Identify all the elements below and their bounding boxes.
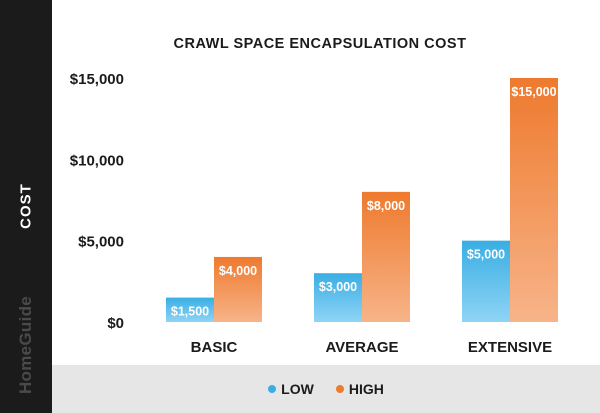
x-tick-label: AVERAGE [325, 339, 398, 356]
legend-item-low: LOW [268, 381, 314, 397]
legend-high-swatch [335, 385, 344, 393]
legend-low-label: LOW [281, 381, 314, 397]
legend-low-swatch [268, 385, 277, 393]
data-label: $5,000 [467, 248, 505, 262]
bar-chart: CRAWL SPACE ENCAPSULATION COST $0 $5,000 $1… [70, 36, 558, 356]
y-tick-label: $15,000 [70, 71, 124, 88]
data-label: $15,000 [511, 85, 556, 99]
bar-high-extensive [510, 78, 558, 322]
chart-title: CRAWL SPACE ENCAPSULATION COST [174, 36, 467, 52]
legend-strip: LOW HIGH [52, 365, 600, 413]
bar-low-extensive [462, 240, 510, 322]
legend: LOW HIGH [52, 365, 600, 413]
legend-high-label: HIGH [348, 381, 384, 397]
data-label: $1,500 [171, 305, 209, 319]
bar-low-average [314, 273, 362, 322]
x-tick-label: EXTENSIVE [468, 339, 552, 356]
bar-high-average [362, 191, 410, 322]
y-tick-label: $5,000 [78, 234, 124, 251]
bar-high-basic [214, 256, 262, 322]
data-label: $8,000 [367, 199, 405, 213]
bar-low-basic [166, 297, 214, 322]
legend-item-high: HIGH [335, 381, 384, 397]
y-tick-label: $10,000 [70, 152, 124, 169]
data-label: $3,000 [319, 280, 357, 294]
axis-sidebar: COST HomeGuide [0, 0, 52, 413]
data-label: $4,000 [219, 264, 257, 278]
y-tick-label: $0 [107, 315, 124, 332]
x-tick-label: BASIC [191, 339, 238, 356]
